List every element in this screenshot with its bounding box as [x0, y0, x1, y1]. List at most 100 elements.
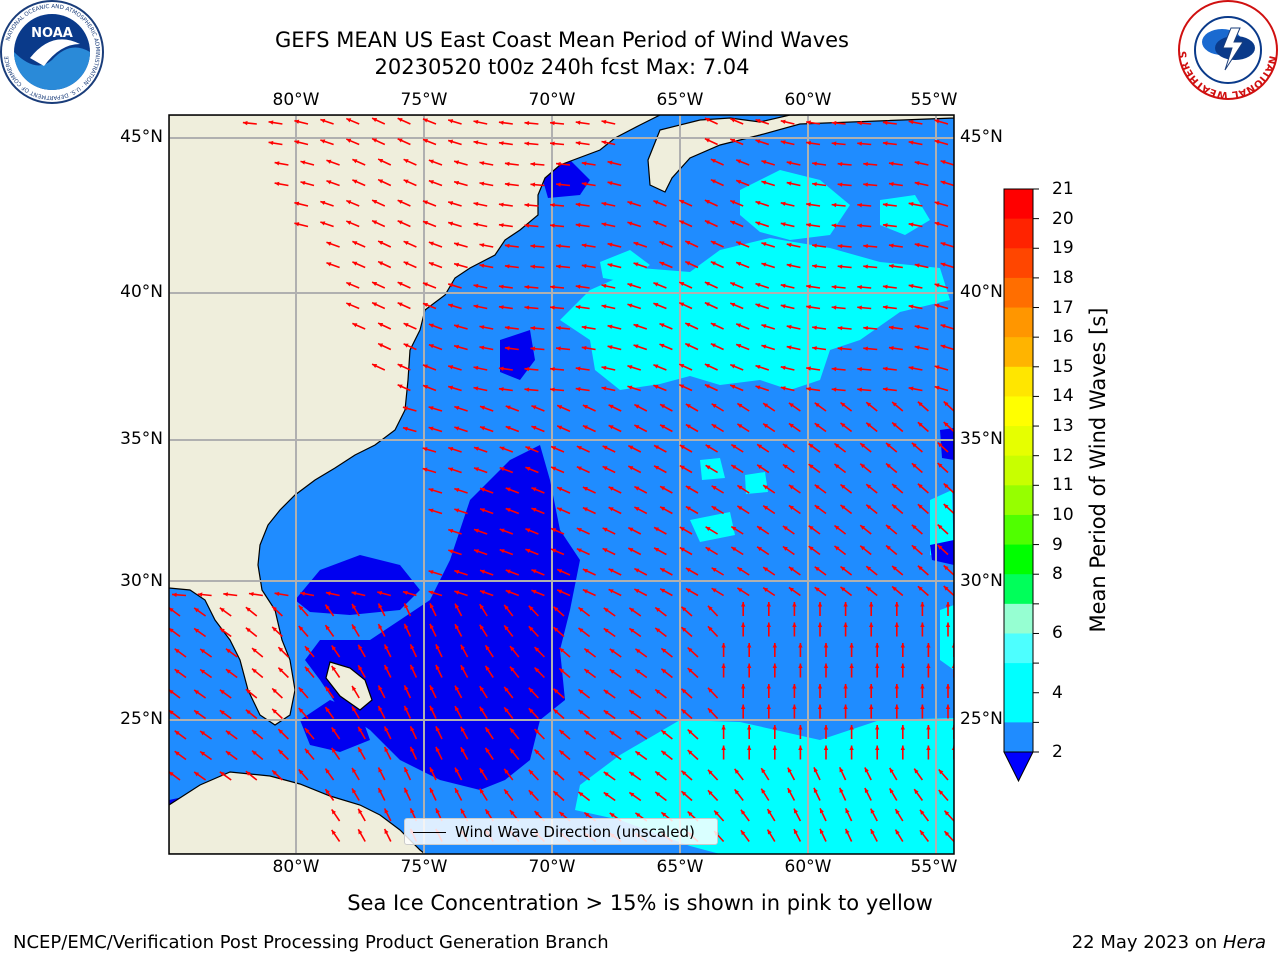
wind-wave-arrow-head: [609, 751, 615, 756]
colorbar-title: Mean Period of Wind Waves [s]: [1086, 307, 1110, 633]
wind-wave-arrow-head: [252, 750, 257, 756]
wind-wave-arrow-head: [766, 704, 771, 710]
wind-wave-arrow-head: [608, 425, 614, 430]
wind-wave-arrow-head: [397, 138, 403, 143]
wind-wave-arrow-head: [940, 242, 946, 247]
lon-label-top: 55°W: [910, 90, 958, 110]
wind-wave-arrow-head: [428, 241, 434, 246]
wind-wave-arrow-head: [860, 463, 866, 469]
wind-wave-arrow-head: [940, 160, 946, 165]
wind-wave-arrow-head: [274, 591, 280, 597]
wind-wave-arrow-head: [788, 587, 794, 592]
wind-wave-arrow-head: [378, 767, 383, 773]
wind-wave-arrow-head: [300, 160, 306, 165]
wind-wave-arrow-head: [653, 364, 659, 369]
wind-wave-arrow-head: [894, 684, 899, 689]
wind-wave-arrow-head: [679, 384, 685, 389]
wind-wave-arrow-head: [454, 262, 460, 268]
wind-wave-arrow-head: [278, 749, 284, 755]
wind-wave-arrow-head: [479, 788, 484, 794]
wind-wave-arrow-head: [384, 644, 389, 650]
wind-wave-arrow-head: [704, 302, 710, 307]
wind-wave-arrow-head: [455, 706, 460, 712]
wind-wave-arrow-head: [352, 179, 358, 184]
wind-wave-arrow-head: [384, 746, 389, 752]
wind-wave-arrow-head: [806, 386, 811, 392]
wind-wave-arrow-head: [817, 684, 823, 689]
wind-wave-arrow-head: [681, 627, 687, 632]
wind-wave-arrow-head: [504, 625, 509, 631]
colorbar-tick-label: 6: [1052, 623, 1063, 644]
wind-wave-arrow-head: [601, 222, 607, 227]
wind-wave-arrow-head: [402, 590, 408, 596]
colorbar-extend-triangle: [1003, 751, 1034, 783]
wind-wave-arrow-head: [428, 180, 434, 185]
wind-wave-arrow-head: [428, 508, 434, 513]
wind-wave-arrow-head: [737, 587, 743, 593]
wind-wave-arrow-head: [633, 344, 639, 349]
wind-wave-arrow-head: [300, 591, 306, 596]
wind-wave-arrow-head: [937, 463, 943, 468]
wind-wave-arrow-head: [634, 425, 640, 430]
wind-wave-arrow-head: [741, 704, 746, 710]
wind-wave-arrow-head: [460, 808, 465, 814]
wind-wave-arrow-head: [578, 771, 584, 776]
wind-wave-arrow-head: [575, 223, 581, 228]
wind-wave-arrow-head: [679, 364, 685, 369]
wind-wave-arrow-head: [792, 704, 797, 710]
colorbar-block: [1004, 514, 1033, 546]
wind-wave-arrow-head: [528, 605, 534, 611]
wind-wave-arrow-head: [603, 792, 609, 797]
wind-wave-arrow-head: [812, 182, 817, 187]
wind-wave-arrow-head: [498, 284, 504, 289]
wind-wave-arrow-head: [326, 241, 332, 246]
wind-wave-arrow-head: [869, 684, 874, 689]
wind-wave-arrow-head: [812, 325, 817, 330]
wind-wave-arrow-head: [480, 590, 485, 595]
colorbar-block: [1004, 574, 1033, 605]
wind-wave-arrow-head: [870, 808, 875, 814]
wind-wave-arrow-head: [504, 182, 510, 187]
wind-wave-arrow-head: [681, 688, 687, 694]
lat-label-left: 25°N: [120, 709, 163, 729]
wind-wave-arrow-head: [454, 405, 460, 411]
wind-wave-arrow-head: [767, 809, 772, 815]
graticule: [169, 115, 954, 854]
wind-wave-arrow-head: [934, 303, 940, 308]
wind-wave-arrow-head: [219, 689, 225, 695]
wind-wave-arrow-head: [737, 423, 743, 429]
wind-wave-arrow-head: [582, 405, 588, 409]
wind-wave-arrow-head: [757, 546, 763, 552]
colorbar-block: [1004, 396, 1033, 427]
wind-wave-arrow-head: [787, 788, 792, 794]
wind-wave-arrow-head: [685, 323, 691, 327]
wind-wave-arrow-head: [429, 685, 434, 691]
colorbar-tick-label: 11: [1052, 475, 1074, 496]
wind-wave-arrow-head: [757, 464, 763, 470]
wind-wave-arrow-head: [531, 507, 537, 512]
wind-wave-arrow-head: [635, 730, 641, 736]
wind-wave-arrow-head: [582, 507, 588, 512]
wind-wave-arrow-head: [504, 604, 509, 610]
wind-wave-arrow-head: [892, 565, 897, 571]
wind-wave-arrow-head: [934, 221, 940, 226]
wind-wave-arrow-head: [325, 768, 330, 774]
wind-wave-arrow-head: [849, 745, 854, 751]
wind-wave-arrow-head: [268, 140, 274, 146]
wind-wave-arrow-head: [479, 768, 484, 774]
wind-wave-arrow-head: [479, 706, 484, 712]
lat-label-right: 25°N: [960, 709, 1003, 729]
noaa-logo: NATIONAL OCEANIC AND ATMOSPHERIC ADMINIS…: [0, 0, 104, 104]
wind-wave-arrow-head: [578, 607, 584, 612]
lat-label-right: 35°N: [960, 429, 1003, 449]
wind-wave-arrow-head: [435, 644, 440, 650]
wind-wave-arrow-head: [460, 665, 465, 671]
wind-wave-arrow-head: [761, 262, 767, 267]
wind-wave-arrow-head: [352, 603, 357, 609]
wind-wave-arrow-head: [550, 202, 555, 208]
wind-wave-arrow-head: [633, 241, 639, 247]
colorbar-block: [1004, 485, 1033, 516]
wind-wave-arrow-head: [755, 364, 761, 370]
wind-wave-arrow-head: [837, 346, 843, 351]
wind-wave-arrow-head: [863, 161, 868, 167]
